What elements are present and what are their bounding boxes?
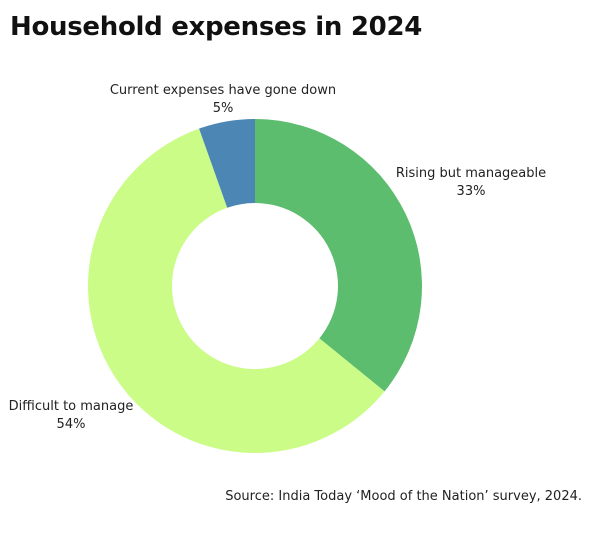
slice-label-value: 33%: [457, 184, 486, 199]
chart-title: Household expenses in 2024: [10, 12, 423, 42]
donut-slice-current-expenses-have-gone-down: [199, 119, 255, 208]
slice-label-category: Difficult to manage: [9, 399, 134, 414]
donut-slice-difficult-to-manage: [88, 128, 385, 453]
slice-label-value: 5%: [213, 101, 234, 116]
source-note: Source: India Today ‘Mood of the Nation’…: [225, 489, 582, 504]
slice-label-category: Current expenses have gone down: [110, 83, 336, 98]
slice-labels: Rising but manageable 33% Difficult to man…: [9, 83, 546, 432]
donut-slices: [88, 119, 423, 453]
donut-slice-rising-but-manageable: [255, 119, 423, 392]
slice-label-value: 54%: [57, 417, 86, 432]
slice-label-category: Rising but manageable: [396, 166, 546, 181]
